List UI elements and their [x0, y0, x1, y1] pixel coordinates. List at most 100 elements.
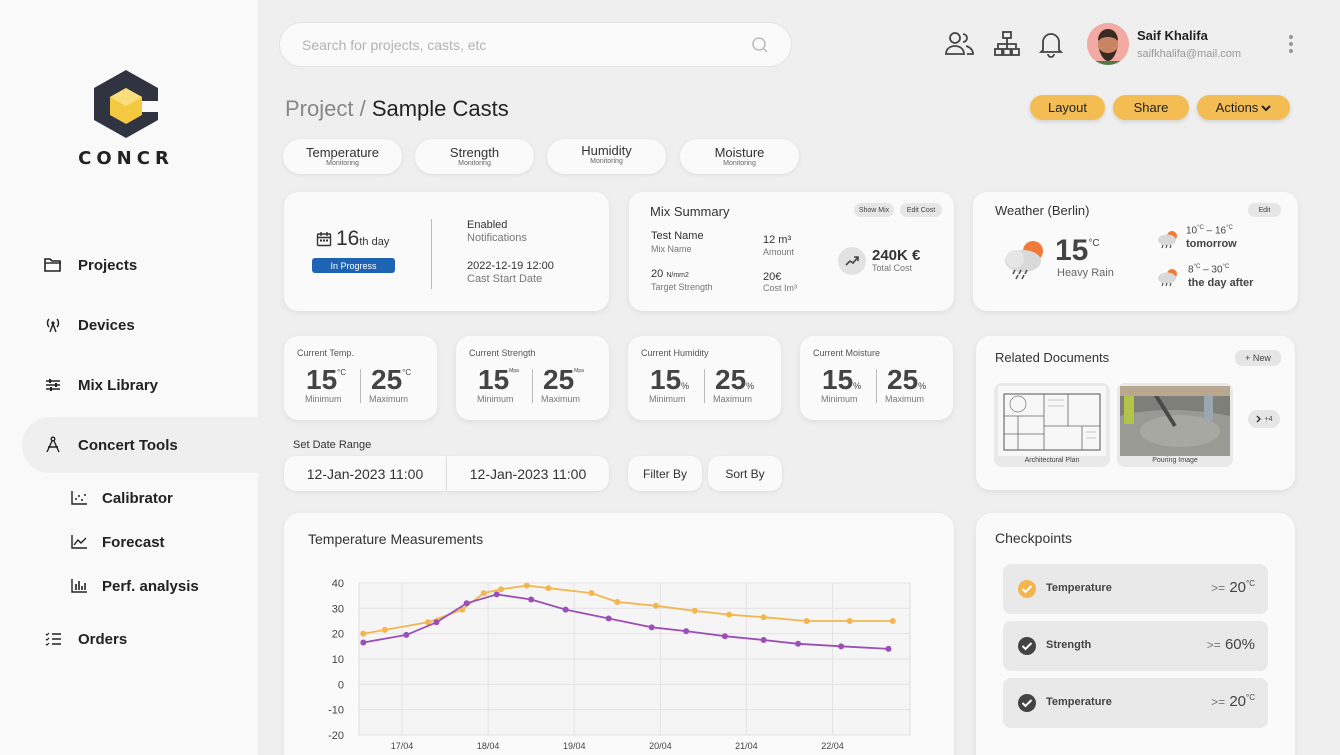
checkpoint-operator: >= — [1206, 638, 1221, 652]
sidebar-subitem-forecast[interactable]: Forecast — [70, 527, 165, 557]
more-vertical-icon[interactable] — [1288, 34, 1294, 54]
breadcrumb-project[interactable]: Project / — [285, 96, 372, 121]
actions-button[interactable]: Actions — [1197, 95, 1290, 120]
hierarchy-icon[interactable] — [993, 30, 1021, 58]
checkpoint-label: Strength — [1046, 639, 1092, 651]
avatar[interactable] — [1087, 23, 1129, 65]
mix-cost-per-label: Cost Im³ — [763, 283, 798, 293]
tab-sublabel: Monitoring — [723, 160, 756, 167]
temp-value: 15 — [1055, 234, 1089, 267]
data-point — [838, 643, 845, 650]
metric-min-label: Minimum — [477, 394, 514, 404]
search-icon[interactable] — [751, 36, 769, 54]
temp-unit: °C — [1088, 238, 1100, 249]
logo[interactable]: CONCR — [76, 68, 176, 169]
tab-label: Moisture — [714, 145, 765, 160]
sidebar-subitem-calibrator[interactable]: Calibrator — [70, 483, 173, 513]
documents-title: Related Documents — [995, 350, 1110, 365]
day-counter: 16th day — [336, 227, 389, 251]
deg-unit: °C — [1193, 264, 1201, 270]
metric-unit: Mpa — [509, 368, 519, 374]
x-tick-label: 22/04 — [821, 741, 844, 751]
checkpoint-threshold: 60% — [1224, 636, 1255, 653]
day-suffix: th day — [359, 236, 390, 248]
sidebar-item-projects[interactable]: Projects — [22, 237, 258, 293]
search-bar[interactable] — [279, 22, 792, 67]
y-tick-label: 20 — [332, 629, 344, 641]
document-architectural-plan[interactable]: Architectural Plan — [994, 383, 1110, 467]
forecast-1-range: 10°C – 16°C — [1186, 225, 1233, 237]
scatter-icon — [71, 491, 87, 505]
tab-sublabel: Monitoring — [458, 160, 491, 167]
data-point — [846, 618, 853, 624]
temperature-chart-card: Temperature Measurements 40 30 20 10 0 -10 -20… — [284, 513, 954, 755]
related-documents-card: Related Documents + New Architectural Pl… — [976, 336, 1295, 490]
data-point — [683, 628, 690, 635]
sidebar-item-devices[interactable]: Devices — [22, 297, 258, 353]
data-point — [605, 615, 612, 622]
more-documents-button[interactable]: +4 — [1248, 410, 1280, 428]
metric-title: Current Strength — [469, 348, 536, 358]
rain-forecast-icon — [1158, 231, 1177, 249]
tab-humidity[interactable]: Humidity Monitoring — [547, 139, 666, 174]
tab-moisture[interactable]: Moisture Monitoring — [680, 139, 799, 174]
status-card: 16th day In Progress Enabled Notificatio… — [284, 192, 609, 311]
mix-strength-label: Target Strength — [651, 282, 713, 292]
data-point — [493, 591, 500, 598]
weather-desc: Heavy Rain — [1057, 267, 1114, 279]
sidebar-item-orders[interactable]: Orders — [22, 611, 258, 667]
bell-icon[interactable] — [1039, 30, 1063, 58]
share-button[interactable]: Share — [1113, 95, 1189, 120]
sidebar: CONCR Projects Devices Mix Library Conce… — [0, 0, 258, 755]
mix-strength: 20 N/mm2 — [651, 268, 689, 280]
show-mix-button[interactable]: Show Mix — [854, 203, 894, 217]
data-point — [795, 640, 802, 647]
data-point — [463, 600, 470, 607]
chevron-down-icon — [1261, 104, 1272, 111]
logo-text: CONCR — [78, 148, 174, 169]
sidebar-item-concert-tools[interactable]: Concert Tools — [22, 417, 258, 473]
search-input[interactable] — [302, 36, 722, 53]
status-badge: In Progress — [312, 258, 395, 273]
checkpoint-item[interactable]: Temperature >= 20°C — [1003, 678, 1268, 728]
sidebar-item-mix-library[interactable]: Mix Library — [22, 357, 258, 413]
tab-strength[interactable]: Strength Monitoring — [415, 139, 534, 174]
new-document-button[interactable]: + New — [1235, 350, 1281, 366]
x-tick-label: 17/04 — [391, 741, 414, 751]
sidebar-item-label: Orders — [78, 630, 128, 648]
metric-max-label: Maximum — [885, 394, 925, 404]
edit-cost-button[interactable]: Edit Cost — [900, 203, 942, 217]
data-point — [523, 582, 530, 589]
weather-edit-button[interactable]: Edit — [1248, 203, 1281, 217]
check-circle-icon — [1018, 637, 1036, 655]
sort-by-button[interactable]: Sort By — [708, 456, 782, 491]
metric-max-value: 25 — [887, 364, 919, 395]
filter-by-button[interactable]: Filter By — [628, 456, 702, 491]
metric-min-label: Minimum — [305, 394, 342, 404]
users-icon[interactable] — [944, 30, 976, 58]
data-point — [885, 645, 892, 652]
checkpoint-item[interactable]: Temperature >= 20°C — [1003, 564, 1268, 614]
data-point — [480, 590, 487, 597]
metric-min-label: Minimum — [821, 394, 858, 404]
metric-min: 15Mpa — [478, 364, 519, 396]
checkpoint-item[interactable]: Strength >= 60% — [1003, 621, 1268, 671]
date-to-field[interactable]: 12-Jan-2023 11:00 — [447, 456, 609, 491]
y-tick-label: 40 — [332, 578, 344, 590]
sidebar-item-label: Devices — [78, 316, 135, 334]
divider — [876, 369, 877, 403]
sidebar-subitem-perf-analysis[interactable]: Perf. analysis — [70, 571, 199, 601]
metric-unit: % — [853, 381, 862, 391]
strength-unit: N/mm2 — [666, 272, 689, 279]
metric-min: 15°C — [306, 364, 346, 396]
date-from-field[interactable]: 12-Jan-2023 11:00 — [284, 456, 446, 491]
temperature-line-chart: 40 30 20 10 0 -10 -20 17/04 18/04 19/04 20/04 21/04… — [328, 578, 911, 751]
antenna-icon — [46, 318, 60, 333]
divider — [360, 369, 361, 403]
tab-temperature[interactable]: Temperature Monitoring — [283, 139, 402, 174]
metric-min: 15% — [822, 364, 861, 396]
layout-button[interactable]: Layout — [1030, 95, 1105, 120]
checkpoint-operator: >= — [1211, 581, 1226, 595]
document-pouring-image[interactable]: Pouring Image — [1117, 383, 1233, 467]
divider — [704, 369, 705, 403]
